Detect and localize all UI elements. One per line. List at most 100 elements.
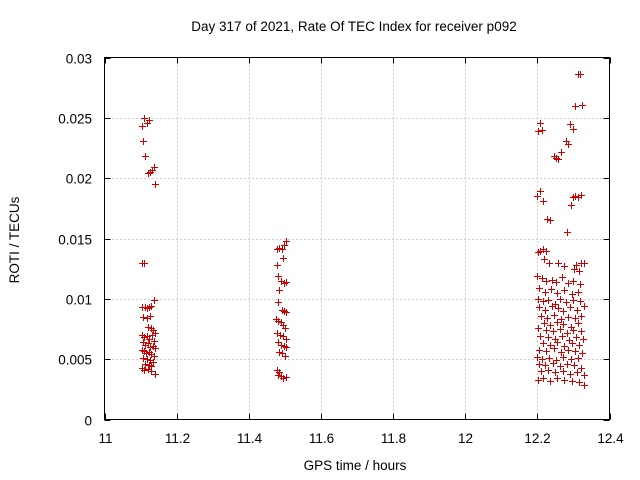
data-point: [563, 299, 570, 306]
data-point: [567, 304, 574, 311]
data-point: [570, 126, 577, 133]
data-point: [543, 278, 550, 285]
data-point: [558, 149, 565, 156]
data-point: [579, 102, 586, 109]
data-point: [572, 315, 579, 322]
data-point: [542, 289, 549, 296]
data-point: [543, 327, 550, 334]
data-points: [139, 71, 588, 389]
data-point: [547, 322, 554, 329]
data-point: [540, 298, 547, 305]
data-point: [554, 319, 561, 326]
data-point: [552, 369, 559, 376]
data-point: [146, 336, 153, 343]
data-point: [549, 303, 556, 310]
data-point: [275, 372, 282, 379]
data-point: [561, 343, 568, 350]
data-point: [275, 339, 282, 346]
data-point: [280, 255, 287, 262]
x-tick-label: 12: [458, 431, 473, 446]
data-point: [541, 320, 548, 327]
data-point: [565, 280, 572, 287]
data-point: [550, 360, 557, 367]
data-point: [283, 238, 290, 245]
data-point: [140, 355, 147, 362]
data-point: [551, 312, 558, 319]
data-point: [570, 297, 577, 304]
data-point: [561, 263, 568, 270]
tick-labels: 11 11.2 11.4 11.6 11.8 12 12.2 12.4 0 0.005 0.01 0.…: [58, 52, 624, 447]
data-point: [279, 350, 286, 357]
data-point: [540, 375, 547, 382]
data-point: [581, 260, 588, 267]
data-point: [572, 103, 579, 110]
data-point: [555, 260, 562, 267]
data-point: [578, 328, 585, 335]
data-point: [148, 368, 155, 375]
data-point: [542, 362, 549, 369]
data-point: [580, 336, 587, 343]
data-point: [275, 273, 282, 280]
data-point: [567, 121, 574, 128]
data-point: [145, 340, 152, 347]
data-point: [148, 303, 155, 310]
y-axis-title: ROTI / TECUs: [7, 196, 22, 283]
data-point: [575, 289, 582, 296]
data-point: [574, 307, 581, 314]
data-point: [139, 123, 146, 130]
data-point: [581, 382, 588, 389]
data-point: [559, 274, 566, 281]
data-point: [147, 344, 154, 351]
plot-frame: [104, 57, 610, 420]
data-point: [140, 138, 147, 145]
data-point: [571, 362, 578, 369]
data-point: [151, 353, 158, 360]
data-point: [145, 324, 152, 331]
y-tick-label: 0.015: [58, 233, 92, 248]
data-point: [282, 353, 289, 360]
chart-title: Day 317 of 2021, Rate Of TEC Index for r…: [191, 19, 516, 34]
data-point: [577, 281, 584, 288]
data-point: [557, 326, 564, 333]
data-point: [572, 193, 579, 200]
data-point: [535, 128, 542, 135]
data-point: [581, 303, 588, 310]
data-point: [555, 156, 562, 163]
data-point: [283, 336, 290, 343]
data-point: [276, 349, 283, 356]
data-point: [283, 279, 290, 286]
data-point: [147, 313, 154, 320]
data-point: [579, 350, 586, 357]
x-tick-label: 12.2: [524, 431, 550, 446]
data-point: [569, 340, 576, 347]
data-point: [150, 359, 157, 366]
data-point: [547, 378, 554, 385]
data-point: [564, 361, 571, 368]
data-point: [539, 275, 546, 282]
x-tick-label: 11.8: [381, 431, 406, 446]
data-point: [280, 333, 287, 340]
data-point: [275, 318, 282, 325]
data-point: [575, 320, 582, 327]
data-point: [549, 277, 556, 284]
data-point: [277, 332, 284, 339]
data-point: [535, 377, 542, 384]
data-point: [561, 287, 568, 294]
data-point: [152, 181, 159, 188]
data-point: [535, 325, 542, 332]
data-point: [566, 337, 573, 344]
data-point: [578, 192, 585, 199]
data-point: [570, 278, 577, 285]
y-tick-label: 0.025: [58, 112, 92, 127]
data-point: [560, 308, 567, 315]
data-point: [544, 216, 551, 223]
data-point: [545, 367, 552, 374]
data-point: [570, 327, 577, 334]
y-tick-label: 0.03: [66, 52, 92, 67]
x-axis-title: GPS time / hours: [304, 458, 407, 473]
data-point: [572, 348, 579, 355]
data-point: [276, 369, 283, 376]
data-point: [537, 120, 544, 127]
